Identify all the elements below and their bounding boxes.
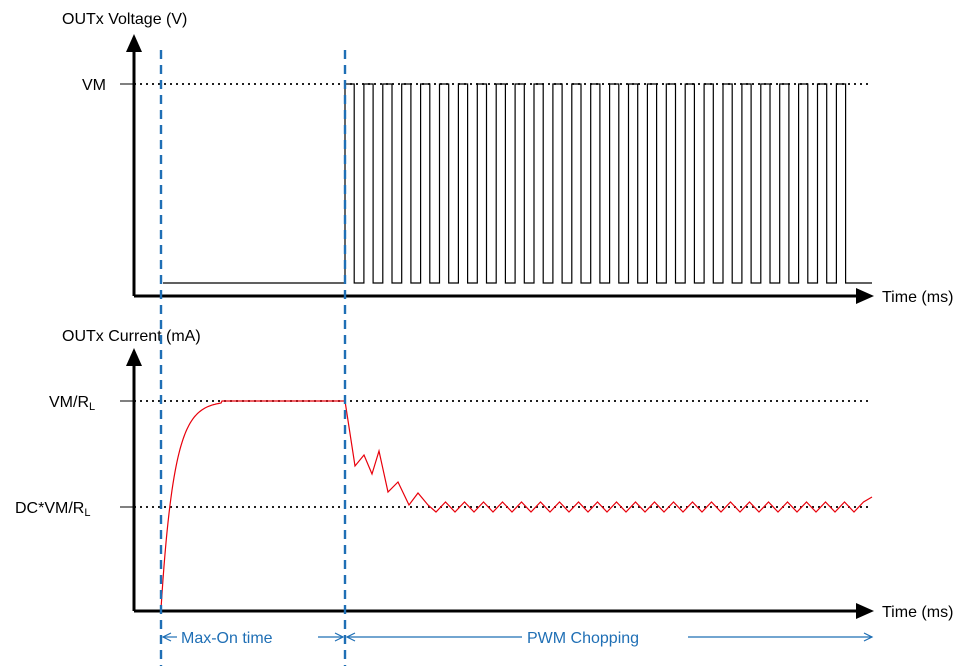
top-y-axis-title: OUTx Voltage (V) <box>62 11 187 28</box>
lower-level-label-main: DC*VM/R <box>15 500 84 517</box>
top-x-axis-title: Time (ms) <box>882 289 953 306</box>
vm-level-label: VM <box>82 77 106 94</box>
upper-level-label-subscript: L <box>89 401 95 413</box>
max-on-arrowhead-left <box>161 632 172 642</box>
max-on-time-label: Max-On time <box>181 630 273 647</box>
pwm-arrowhead-left <box>345 632 356 642</box>
upper-level-label: VM/RL <box>49 394 95 413</box>
lower-level-label-subscript: L <box>84 507 90 519</box>
lower-level-label: DC*VM/RL <box>15 500 90 519</box>
current-trace <box>160 400 873 610</box>
bottom-y-axis-arrow <box>126 348 142 366</box>
bottom-x-axis-title: Time (ms) <box>882 604 953 621</box>
upper-level-label-main: VM/R <box>49 394 89 411</box>
max-on-arrowhead-right <box>334 632 345 642</box>
top-x-axis-arrow <box>856 288 874 304</box>
pwm-chopping-label: PWM Chopping <box>527 630 639 647</box>
pwm-arrowhead-right <box>863 632 874 642</box>
bottom-y-axis-title: OUTx Current (mA) <box>62 328 201 345</box>
bottom-x-axis-arrow <box>856 603 874 619</box>
top-y-axis-arrow <box>126 34 142 52</box>
voltage-trace <box>163 83 872 284</box>
